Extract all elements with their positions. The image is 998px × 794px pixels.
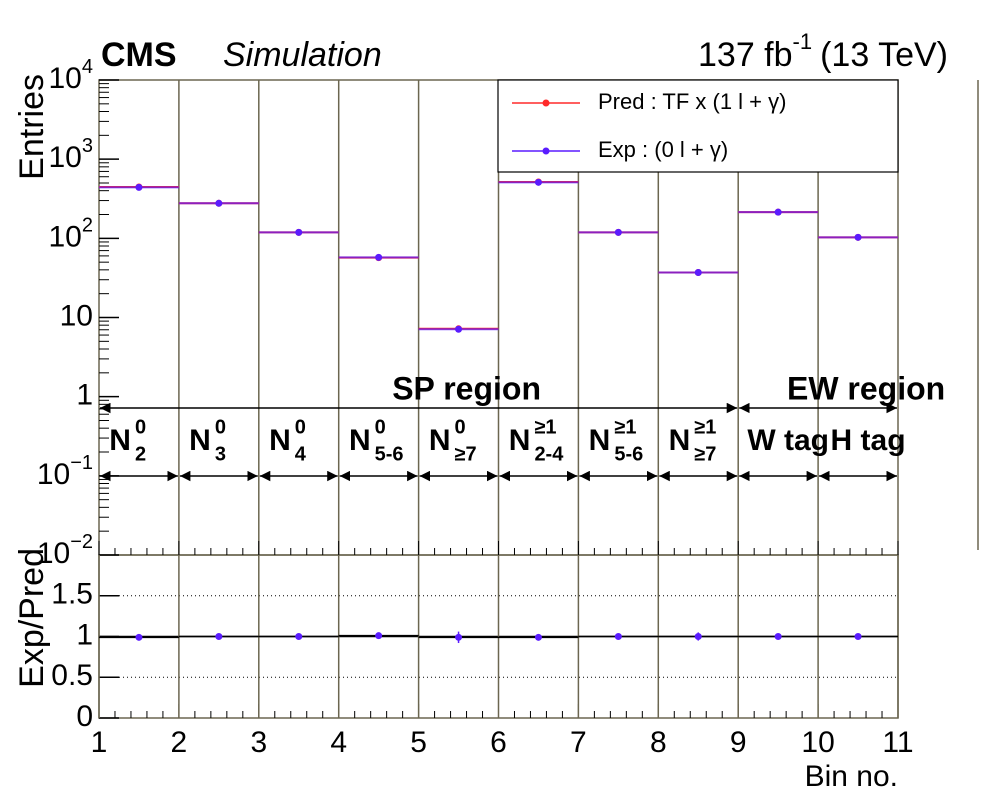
bin-label-sub: 3 bbox=[215, 443, 226, 465]
ratio-point bbox=[774, 633, 782, 640]
x-tick-label: 4 bbox=[330, 726, 347, 759]
bin-label-sub: 4 bbox=[295, 443, 307, 465]
bin-label-sub: 2-4 bbox=[534, 443, 564, 465]
bin-label-base: N bbox=[349, 424, 371, 457]
bin-label-base: N bbox=[269, 424, 291, 457]
x-tick-label: 10 bbox=[801, 726, 834, 759]
y-tick-base: 10 bbox=[37, 537, 70, 570]
ratio-point bbox=[534, 633, 542, 641]
x-tick-label: 3 bbox=[250, 726, 267, 759]
y-tick-label: 104 bbox=[49, 56, 94, 95]
y-tick-label: 1 bbox=[76, 379, 93, 412]
bin-label-base: N bbox=[189, 424, 211, 457]
bin-label-base: N bbox=[429, 424, 451, 457]
bin-label-sub: 5-6 bbox=[375, 443, 404, 465]
data-point bbox=[135, 183, 143, 191]
bin-label-sup: ≥1 bbox=[534, 416, 556, 438]
bin-label-base: N bbox=[109, 424, 131, 457]
ratio-y-tick-label: 0 bbox=[76, 700, 93, 733]
bin-label: H tag bbox=[831, 424, 906, 457]
ratio-point bbox=[375, 632, 383, 640]
y-tick-label: 10−1 bbox=[37, 452, 93, 491]
legend-box bbox=[497, 79, 899, 173]
x-tick-label: 8 bbox=[650, 726, 667, 759]
x-tick-label: 6 bbox=[490, 726, 507, 759]
lumi: 137 fb bbox=[698, 36, 793, 74]
lumi-exponent: -1 bbox=[793, 29, 813, 54]
region-label: SP region bbox=[392, 370, 541, 406]
bin-label-sub: 2 bbox=[135, 443, 146, 465]
bin-label-sub: ≥7 bbox=[455, 443, 477, 465]
data-point bbox=[854, 233, 862, 241]
data-point bbox=[455, 325, 463, 333]
ratio-point bbox=[135, 633, 143, 641]
status: Simulation bbox=[223, 36, 382, 74]
y-tick-base: 10 bbox=[49, 62, 82, 95]
data-point bbox=[534, 178, 542, 186]
y-tick-label: 10 bbox=[60, 299, 93, 332]
legend-label: Pred : TF x (1 l + γ) bbox=[598, 89, 786, 114]
ratio-point bbox=[854, 633, 862, 640]
ratio-point bbox=[295, 633, 303, 640]
bin-label-base: N bbox=[509, 424, 531, 457]
y-tick-exponent: −2 bbox=[70, 531, 93, 553]
data-point bbox=[295, 228, 303, 236]
ratio-y-tick-label: 0.5 bbox=[51, 659, 93, 692]
data-point bbox=[614, 228, 622, 236]
y-tick-label: 102 bbox=[49, 215, 94, 254]
y-tick-base: 10 bbox=[49, 141, 82, 174]
energy: (13 TeV) bbox=[820, 36, 948, 74]
y-tick-exponent: 2 bbox=[82, 215, 93, 237]
bin-label-base: N bbox=[669, 424, 691, 457]
bin-label-base: N bbox=[589, 424, 611, 457]
ratio-point bbox=[215, 633, 223, 640]
ratio-point bbox=[455, 633, 463, 641]
bin-label-sub: 5-6 bbox=[614, 443, 643, 465]
y-tick-exponent: −1 bbox=[70, 452, 93, 474]
x-tick-label: 7 bbox=[570, 726, 587, 759]
legend-label: Exp : (0 l + γ) bbox=[598, 137, 728, 162]
x-tick-label: 11 bbox=[882, 726, 913, 759]
x-tick-label: 2 bbox=[171, 726, 188, 759]
luminosity: 137 fb-1 (13 TeV) bbox=[698, 29, 948, 74]
y-tick-base: 10 bbox=[37, 458, 70, 491]
y-tick-exponent: 3 bbox=[82, 135, 93, 157]
y-tick-exponent: 4 bbox=[82, 56, 93, 78]
region-label: EW region bbox=[787, 370, 945, 406]
bin-label-sup: 0 bbox=[455, 416, 466, 438]
bin-label-sup: ≥1 bbox=[694, 416, 716, 438]
ratio-point bbox=[694, 633, 702, 640]
y-tick-label: 10−2 bbox=[37, 531, 93, 570]
data-point bbox=[774, 208, 782, 216]
x-tick-label: 1 bbox=[91, 726, 108, 759]
y-tick-base: 10 bbox=[49, 220, 82, 253]
x-axis-label: Bin no. bbox=[805, 760, 898, 793]
data-point bbox=[375, 253, 383, 261]
data-point bbox=[694, 269, 702, 277]
ratio-y-tick-label: 1.5 bbox=[51, 578, 93, 611]
legend-marker bbox=[542, 99, 550, 107]
ratio-y-axis-label: Exp/Pred bbox=[13, 548, 51, 688]
bin-label-sub: ≥7 bbox=[694, 443, 716, 465]
bin-label-sup: ≥1 bbox=[614, 416, 636, 438]
x-tick-label: 9 bbox=[730, 726, 747, 759]
ratio-point bbox=[614, 633, 622, 640]
ratio-y-tick-label: 1 bbox=[76, 618, 93, 651]
y-axis-label: Entries bbox=[13, 74, 51, 180]
y-tick-label: 103 bbox=[49, 135, 94, 174]
bin-label-sup: 0 bbox=[135, 416, 146, 438]
experiment: CMS bbox=[101, 36, 177, 74]
x-tick-label: 5 bbox=[410, 726, 427, 759]
bin-label: W tag bbox=[747, 424, 829, 457]
data-point bbox=[215, 199, 223, 207]
bin-label-sup: 0 bbox=[375, 416, 386, 438]
legend-marker bbox=[542, 147, 550, 155]
bin-label-sup: 0 bbox=[295, 416, 306, 438]
bin-label-sup: 0 bbox=[215, 416, 226, 438]
